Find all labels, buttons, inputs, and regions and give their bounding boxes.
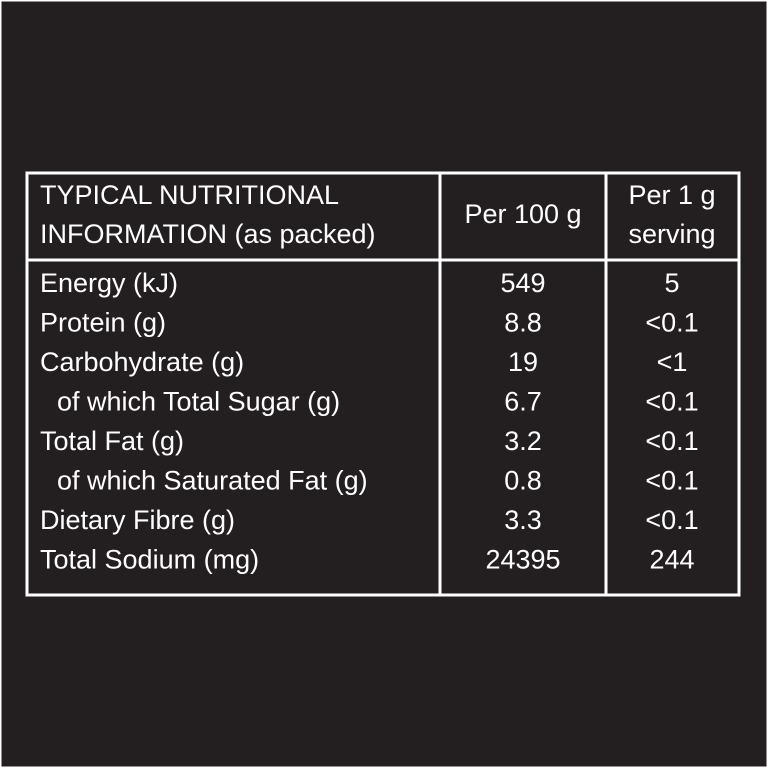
nutrient-name: Carbohydrate (g) [40,347,244,377]
header-title: INFORMATION (as packed) [40,219,376,249]
per-serving-value: 5 [664,268,679,298]
per-100-value: 8.8 [504,308,542,338]
per-100-value: 24395 [485,545,560,575]
nutrient-name: Dietary Fibre (g) [40,505,235,535]
per-100-value: 0.8 [504,466,542,496]
per-serving-value: <0.1 [645,505,698,535]
per-100-value: 549 [500,268,545,298]
per-100-value: 3.2 [504,426,542,456]
nutrient-name: Total Fat (g) [40,426,184,456]
per-serving-value: <1 [657,347,688,377]
per-serving-value: <0.1 [645,466,698,496]
per-serving-value: <0.1 [645,426,698,456]
nutrient-name: Total Sodium (mg) [40,545,259,575]
per-serving-value: <0.1 [645,308,698,338]
nutrient-name: of which Saturated Fat (g) [57,466,368,496]
nutrient-name: Protein (g) [40,308,166,338]
header-per-100: Per 100 g [464,199,581,229]
per-100-value: 6.7 [504,387,542,417]
per-serving-value: <0.1 [645,387,698,417]
header-per-serving: serving [628,219,715,249]
per-100-value: 19 [508,347,538,377]
header-per-serving: Per 1 g [628,180,715,210]
header-title: TYPICAL NUTRITIONAL [40,180,339,210]
nutrient-name: Energy (kJ) [40,268,178,298]
per-serving-value: 244 [649,545,694,575]
nutrient-name: of which Total Sugar (g) [57,387,340,417]
per-100-value: 3.3 [504,505,542,535]
table-border [25,171,741,597]
